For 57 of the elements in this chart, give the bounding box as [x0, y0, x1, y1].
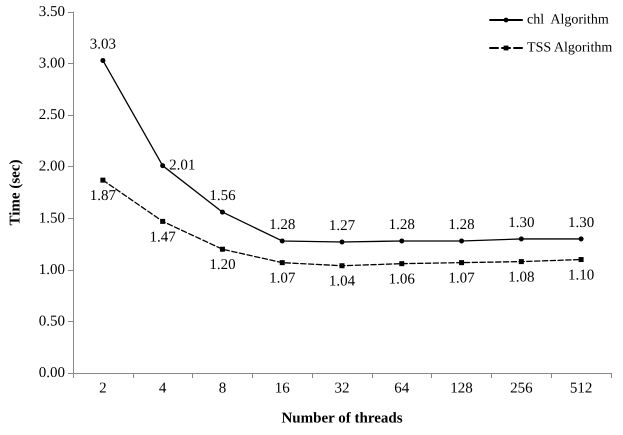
x-tick-label: 64 [394, 380, 410, 396]
point [280, 238, 285, 244]
y-tick-label: 1.50 [38, 210, 65, 226]
y-tick-label: 3.50 [38, 4, 65, 20]
point [399, 261, 404, 266]
data-label: 1.28 [388, 216, 415, 233]
point [220, 210, 225, 215]
point [578, 236, 584, 242]
data-label: 1.08 [508, 270, 534, 286]
data-label: 1.04 [328, 274, 356, 290]
data-label: 1.07 [448, 270, 476, 287]
point [340, 263, 344, 268]
data-label: 1.47 [150, 229, 176, 246]
data-label: 1.87 [90, 188, 117, 204]
point [160, 163, 166, 168]
legend-label: chl Algorithm [527, 12, 609, 28]
x-tick-label: 128 [450, 380, 473, 396]
data-label: 3.03 [90, 36, 116, 52]
point [220, 246, 225, 252]
point [518, 259, 524, 264]
data-label: 1.28 [448, 216, 475, 233]
data-label: 1.06 [388, 272, 416, 288]
point [518, 236, 524, 242]
y-axis-title: Time (sec) [8, 160, 24, 226]
x-axis-title: Number of threads [281, 410, 403, 426]
x-tick-label: 8 [218, 380, 226, 396]
point [160, 218, 166, 224]
y-tick-label: 2.00 [38, 158, 65, 175]
x-tick-label: 32 [334, 380, 350, 396]
y-tick-label: 0.50 [38, 313, 65, 330]
y-tick-label: 3.00 [38, 56, 65, 72]
data-label: 2.01 [169, 158, 196, 174]
point [578, 257, 584, 262]
point [340, 240, 344, 245]
x-tick-label: 512 [570, 380, 592, 396]
x-tick-label: 2 [99, 380, 107, 396]
legend-label: TSS Algorithm [527, 40, 612, 56]
data-label: 1.20 [209, 257, 236, 274]
y-tick-label: 1.00 [38, 262, 65, 278]
data-label: 1.30 [508, 214, 534, 231]
point [100, 58, 106, 63]
point [459, 238, 464, 244]
data-label: 1.56 [209, 188, 236, 204]
data-label: 1.10 [568, 268, 594, 284]
x-tick-label: 256 [510, 380, 534, 396]
data-label: 1.28 [269, 216, 296, 233]
data-label: 1.27 [328, 218, 356, 234]
y-tick-label: 2.50 [38, 107, 65, 124]
y-tick-label: 0.00 [38, 365, 65, 381]
data-label: 1.07 [269, 270, 296, 287]
x-tick-label: 4 [158, 380, 167, 396]
x-tick-label: 16 [274, 380, 290, 396]
point [280, 260, 285, 266]
data-label: 1.30 [568, 214, 594, 231]
point [100, 178, 106, 183]
point [459, 260, 464, 266]
point [399, 238, 404, 244]
